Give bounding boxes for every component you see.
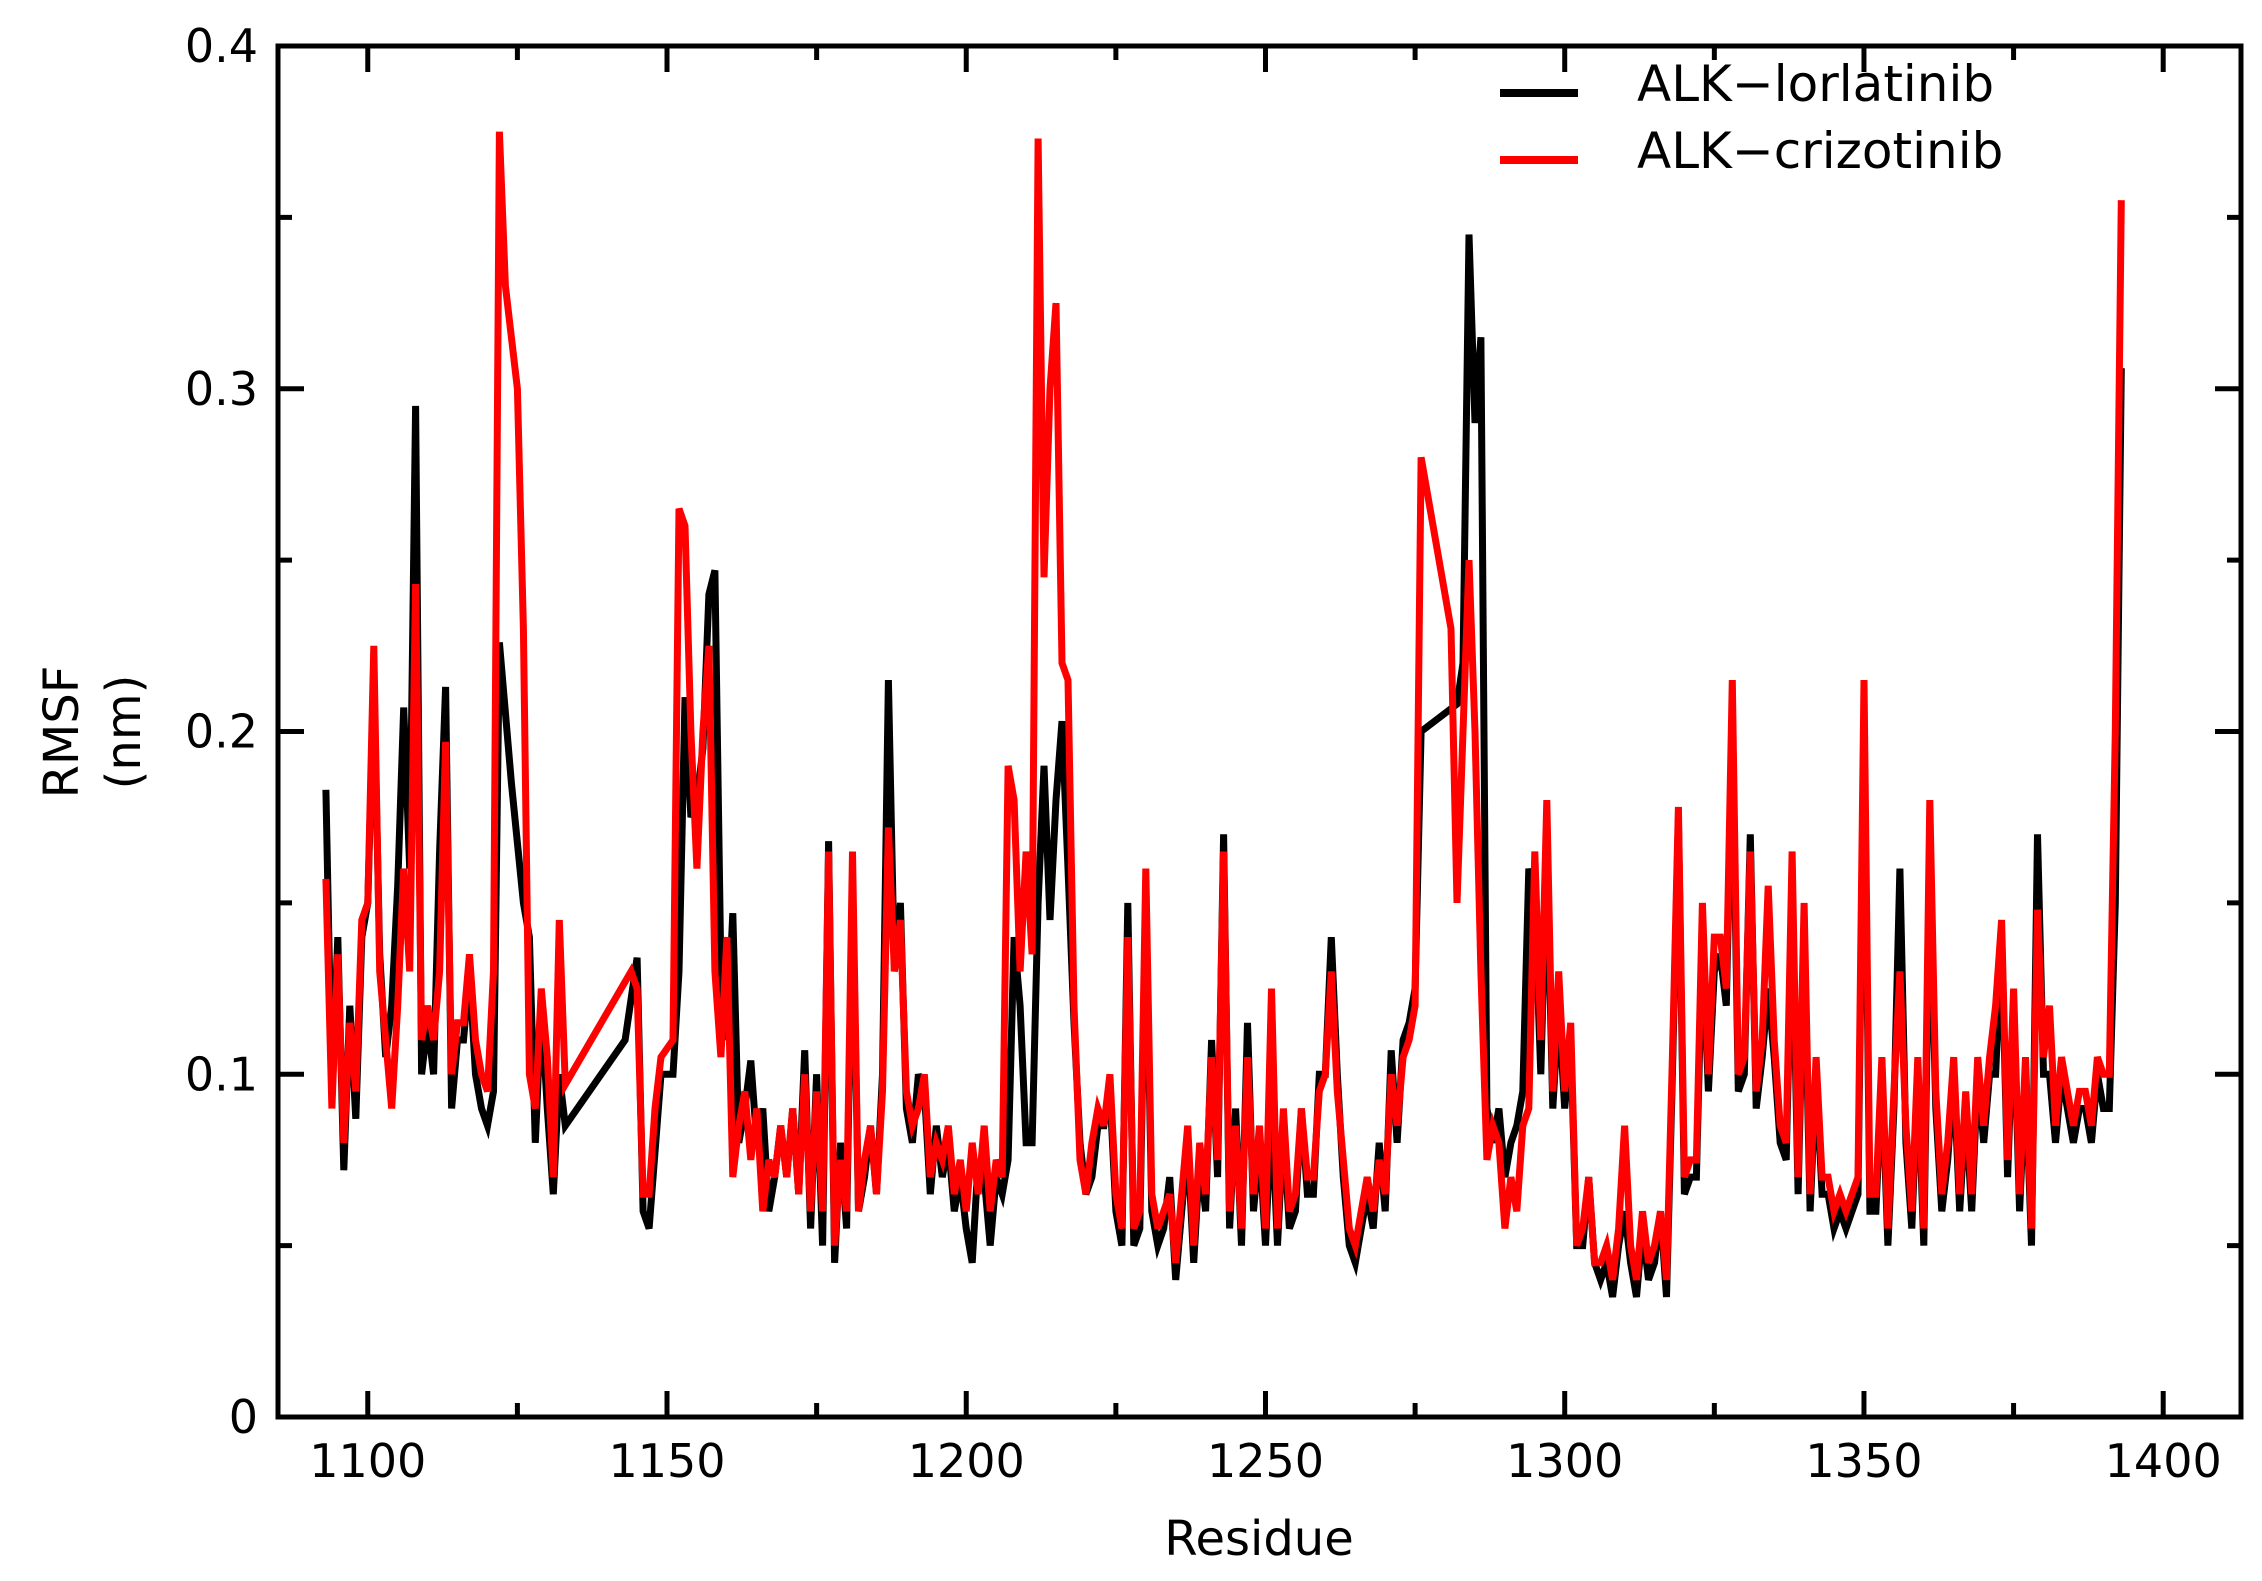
y-axis-title-line-2: (nm) [96, 675, 152, 790]
legend-label-crizotinib: ALK−crizotinib [1637, 122, 2003, 180]
y-axis-title: RMSF (nm) [34, 666, 152, 799]
legend: ALK−lorlatinib ALK−crizotinib [1500, 55, 2003, 180]
plot-frame [275, 43, 2244, 1420]
y-tick-label: 0.1 [185, 1047, 258, 1101]
x-tick-label: 1200 [908, 1434, 1025, 1488]
y-tick-label: 0.2 [185, 705, 258, 759]
y-tick-label: 0.3 [185, 362, 258, 416]
series-line-0 [322, 234, 2125, 1298]
y-tick-label: 0 [229, 1390, 258, 1444]
x-tick-label: 1250 [1207, 1434, 1324, 1488]
x-tick-label: 1400 [2105, 1434, 2222, 1488]
legend-label-lorlatinib: ALK−lorlatinib [1637, 55, 1994, 113]
x-tick-label: 1300 [1506, 1434, 1623, 1488]
series-layer [322, 131, 2125, 1298]
y-axis-title-line-1: RMSF [34, 666, 90, 799]
x-axis-ticks: 1100 1150 1200 1250 1300 1350 1400 [309, 46, 2222, 1488]
y-axis-ticks: 0 0.1 0.2 0.3 0.4 [185, 19, 2241, 1444]
x-tick-label: 1150 [608, 1434, 725, 1488]
y-tick-label: 0.4 [185, 19, 258, 73]
x-tick-label: 1100 [309, 1434, 426, 1488]
series-line-1 [322, 131, 2125, 1281]
x-axis-title: Residue [1164, 1511, 1354, 1567]
x-tick-label: 1350 [1805, 1434, 1922, 1488]
